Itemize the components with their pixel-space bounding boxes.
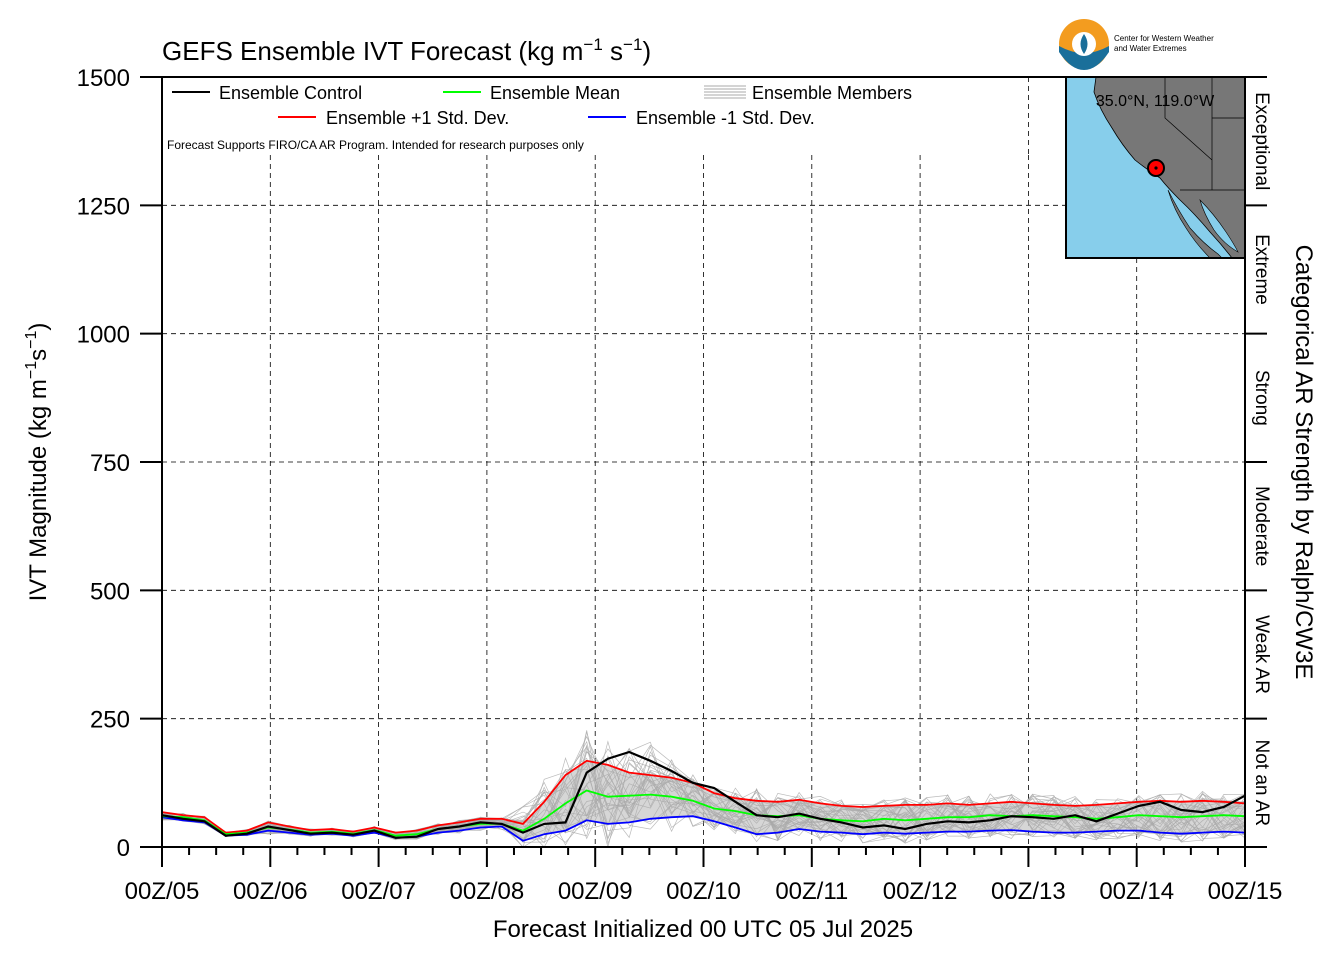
research-note: Forecast Supports FIRO/CA AR Program. In… — [167, 138, 584, 152]
legend-plus-std-label: Ensemble +1 Std. Dev. — [326, 108, 509, 128]
logo-text-line1: Center for Western Weather — [1114, 34, 1214, 43]
inset-borders — [1164, 77, 1245, 191]
cw3e-logo: Center for Western Weather and Water Ext… — [1059, 19, 1214, 70]
plot-area: 0 250 500 750 1000 1250 1500 Not an AR Weak AR Mo… — [77, 65, 1283, 905]
category-label: Exceptional — [1251, 92, 1272, 190]
inset-map: 35.0°N, 119.0°W — [1065, 76, 1246, 259]
x-tick-label: 00Z/07 — [341, 878, 416, 905]
legend-mean-label: Ensemble Mean — [490, 83, 620, 103]
category-label: Moderate — [1251, 486, 1272, 566]
legend-members-swatch — [704, 85, 746, 99]
inset-frame — [1065, 76, 1246, 259]
control-series-line — [161, 750, 1246, 839]
plus-std-series-line — [161, 759, 1246, 834]
y-tick-label: 750 — [90, 450, 130, 477]
legend-minus-std-label: Ensemble -1 Std. Dev. — [636, 108, 815, 128]
logo-drop-icon — [1080, 34, 1088, 54]
x-tick-label: 00Z/06 — [233, 878, 308, 905]
category-label: Not an AR — [1251, 739, 1272, 826]
inset-location-label: 35.0°N, 119.0°W — [1096, 93, 1215, 110]
y-tick-label: 0 — [117, 835, 130, 862]
x-tick-label: 00Z/15 — [1208, 878, 1283, 905]
x-tick-label: 00Z/08 — [450, 878, 525, 905]
x-tick-label: 00Z/12 — [883, 878, 958, 905]
y-tick-label: 1500 — [77, 65, 130, 92]
legend-control-label: Ensemble Control — [219, 83, 362, 103]
x-tick-label: 00Z/05 — [125, 878, 200, 905]
x-tick-label: 00Z/13 — [991, 878, 1066, 905]
y-tick-label: 250 — [90, 707, 130, 734]
chart-legend: Ensemble Control Ensemble Mean Ensemble … — [167, 83, 912, 152]
legend-members-label: Ensemble Members — [752, 83, 912, 103]
y-tick-label: 500 — [90, 578, 130, 605]
x-tick-label: 00Z/09 — [558, 878, 633, 905]
chart-title: GEFS Ensemble IVT Forecast (kg m−1 s−1) — [162, 35, 651, 66]
y-axis-label: IVT Magnitude (kg m−1s−1) — [23, 323, 52, 602]
x-tick-label: 00Z/14 — [1099, 878, 1174, 905]
x-axis-label: Forecast Initialized 00 UTC 05 Jul 2025 — [493, 916, 913, 943]
inset-gulf — [1199, 198, 1239, 253]
y-tick-label: 1000 — [77, 322, 130, 349]
ensemble-member-line — [161, 740, 1246, 844]
x-tick-label: 00Z/10 — [666, 878, 741, 905]
logo-text-line2: and Water Extremes — [1114, 44, 1187, 53]
right-axis-label: Categorical AR Strength by Ralph/CW3E — [1290, 245, 1317, 680]
category-label: Extreme — [1251, 234, 1272, 305]
x-tick-label: 00Z/11 — [775, 878, 848, 905]
category-label: Strong — [1251, 370, 1272, 426]
logo-wave-icon — [1059, 46, 1109, 70]
category-label: Weak AR — [1251, 615, 1272, 694]
y-tick-label: 1250 — [77, 193, 130, 220]
